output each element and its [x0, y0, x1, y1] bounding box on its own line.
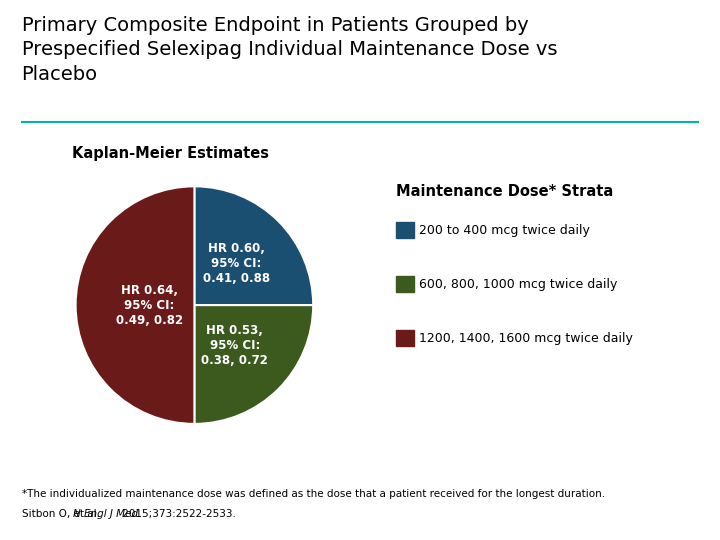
Text: HR 0.64,
95% CI:
0.49, 0.82: HR 0.64, 95% CI: 0.49, 0.82	[116, 284, 183, 327]
Text: 2015;373:2522-2533.: 2015;373:2522-2533.	[119, 509, 235, 519]
Text: Sitbon O, et al.: Sitbon O, et al.	[22, 509, 103, 519]
Text: 1200, 1400, 1600 mcg twice daily: 1200, 1400, 1600 mcg twice daily	[419, 332, 633, 345]
Text: N Engl J Med.: N Engl J Med.	[73, 509, 142, 519]
Text: 200 to 400 mcg twice daily: 200 to 400 mcg twice daily	[419, 224, 590, 237]
Text: *The individualized maintenance dose was defined as the dose that a patient rece: *The individualized maintenance dose was…	[22, 489, 605, 499]
Wedge shape	[194, 186, 313, 305]
Text: 600, 800, 1000 mcg twice daily: 600, 800, 1000 mcg twice daily	[419, 278, 618, 291]
Text: Primary Composite Endpoint in Patients Grouped by
Prespecified Selexipag Individ: Primary Composite Endpoint in Patients G…	[22, 16, 557, 84]
Text: Kaplan-Meier Estimates: Kaplan-Meier Estimates	[72, 146, 269, 161]
Text: HR 0.60,
95% CI:
0.41, 0.88: HR 0.60, 95% CI: 0.41, 0.88	[203, 241, 270, 285]
Text: HR 0.53,
95% CI:
0.38, 0.72: HR 0.53, 95% CI: 0.38, 0.72	[202, 324, 268, 367]
Text: Maintenance Dose* Strata: Maintenance Dose* Strata	[396, 184, 613, 199]
Wedge shape	[76, 186, 194, 424]
Wedge shape	[194, 305, 313, 424]
